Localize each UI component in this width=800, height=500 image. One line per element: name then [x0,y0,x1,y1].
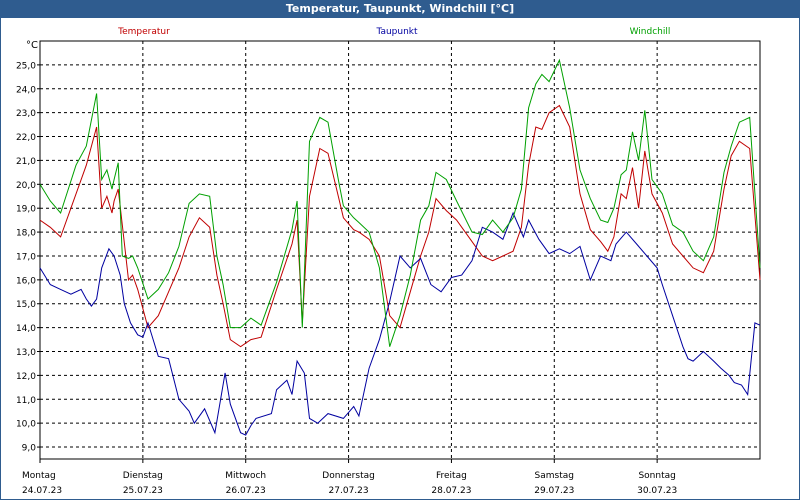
y-tick-label: 23,0 [16,109,36,119]
y-tick-label: 10,0 [16,420,36,430]
series-line-temperatur [39,104,761,348]
x-tick-date-label: 28.07.23 [431,486,471,496]
x-tick-day-label: Samstag [535,471,574,481]
x-tick-day-label: Dienstag [123,471,163,481]
plot-area [39,40,761,460]
x-tick-date-label: 27.07.23 [329,486,369,496]
x-tick-date-label: 26.07.23 [226,486,266,496]
x-tick-date-label: 30.07.23 [637,486,677,496]
chart-title: Temperatur, Taupunkt, Windchill [°C] [0,0,800,18]
y-tick-label: 11,0 [16,396,36,406]
y-tick-label: 21,0 [16,157,36,167]
x-tick-day-label: Mittwoch [225,471,266,481]
x-tick-day-label: Freitag [436,471,467,481]
x-tick-day-label: Sonntag [638,471,675,481]
y-axis-ticks: 9,0 10,0 11,0 12,0 13,0 14,0 15,0 16,0 17,0 18,0 1… [16,61,40,454]
y-tick-label: 20,0 [16,181,36,191]
legend-label-taupunkt: Taupunkt [375,27,418,37]
x-tick-date-label: 24.07.23 [22,486,62,496]
x-axis-labels: Montag 24.07.23 Dienstag 25.07.23 Mittwoch 26… [22,459,677,496]
y-tick-label: 16,0 [16,276,36,286]
legend: Temperatur Taupunkt Windchill [117,27,670,37]
y-tick-label: 25,0 [16,61,36,71]
legend-label-temperatur: Temperatur [117,27,170,37]
y-tick-label: 24,0 [16,85,36,95]
x-tick-date-label: 25.07.23 [123,486,163,496]
y-tick-label: 14,0 [16,324,36,334]
series-lines [39,58,761,436]
y-tick-label: 9,0 [22,444,37,454]
legend-label-windchill: Windchill [630,27,671,37]
y-tick-label: 22,0 [16,133,36,143]
y-tick-label: 18,0 [16,229,36,239]
series-line-taupunkt [39,211,761,436]
y-tick-label: 15,0 [16,300,36,310]
series-line-windchill [39,58,761,347]
x-tick-day-label: Donnerstag [322,471,375,481]
x-tick-day-label: Montag [22,471,56,481]
y-axis-unit-label: °C [26,40,38,51]
y-tick-label: 19,0 [16,205,36,215]
y-tick-label: 12,0 [16,372,36,382]
y-tick-label: 17,0 [16,252,36,262]
y-tick-label: 13,0 [16,348,36,358]
x-tick-date-label: 29.07.23 [534,486,574,496]
